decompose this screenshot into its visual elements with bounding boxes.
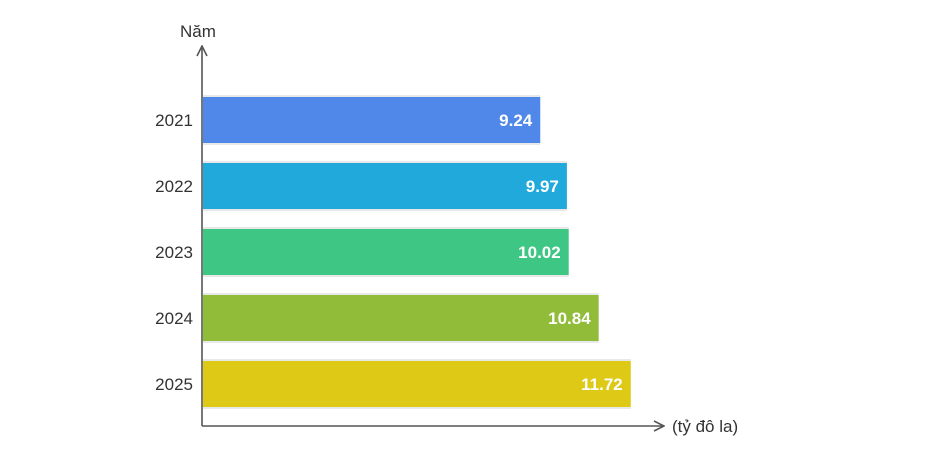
y-tick-label-2025: 2025 bbox=[155, 375, 193, 394]
data-label-2023: 10.02 bbox=[518, 243, 561, 262]
bar-2022 bbox=[203, 163, 567, 209]
bar-2021 bbox=[203, 97, 541, 143]
bar-2024 bbox=[203, 295, 599, 341]
y-tick-label-2021: 2021 bbox=[155, 111, 193, 130]
data-label-2025: 11.72 bbox=[581, 375, 623, 394]
data-label-2022: 9.97 bbox=[526, 177, 559, 196]
y-tick-label-2022: 2022 bbox=[155, 177, 193, 196]
data-label-2021: 9.24 bbox=[499, 111, 533, 130]
bars-layer: 2021 9.24 2022 9.97 2023 10.02 2024 10.84 2025 11… bbox=[155, 95, 631, 409]
y-tick-label-2024: 2024 bbox=[155, 309, 193, 328]
y-axis-title: Năm bbox=[180, 22, 216, 41]
x-axis-title: (tỷ đô la) bbox=[672, 417, 738, 436]
bar-2023 bbox=[203, 229, 569, 275]
data-label-2024: 10.84 bbox=[548, 309, 591, 328]
y-tick-label-2023: 2023 bbox=[155, 243, 193, 262]
bar-2025 bbox=[203, 361, 631, 407]
